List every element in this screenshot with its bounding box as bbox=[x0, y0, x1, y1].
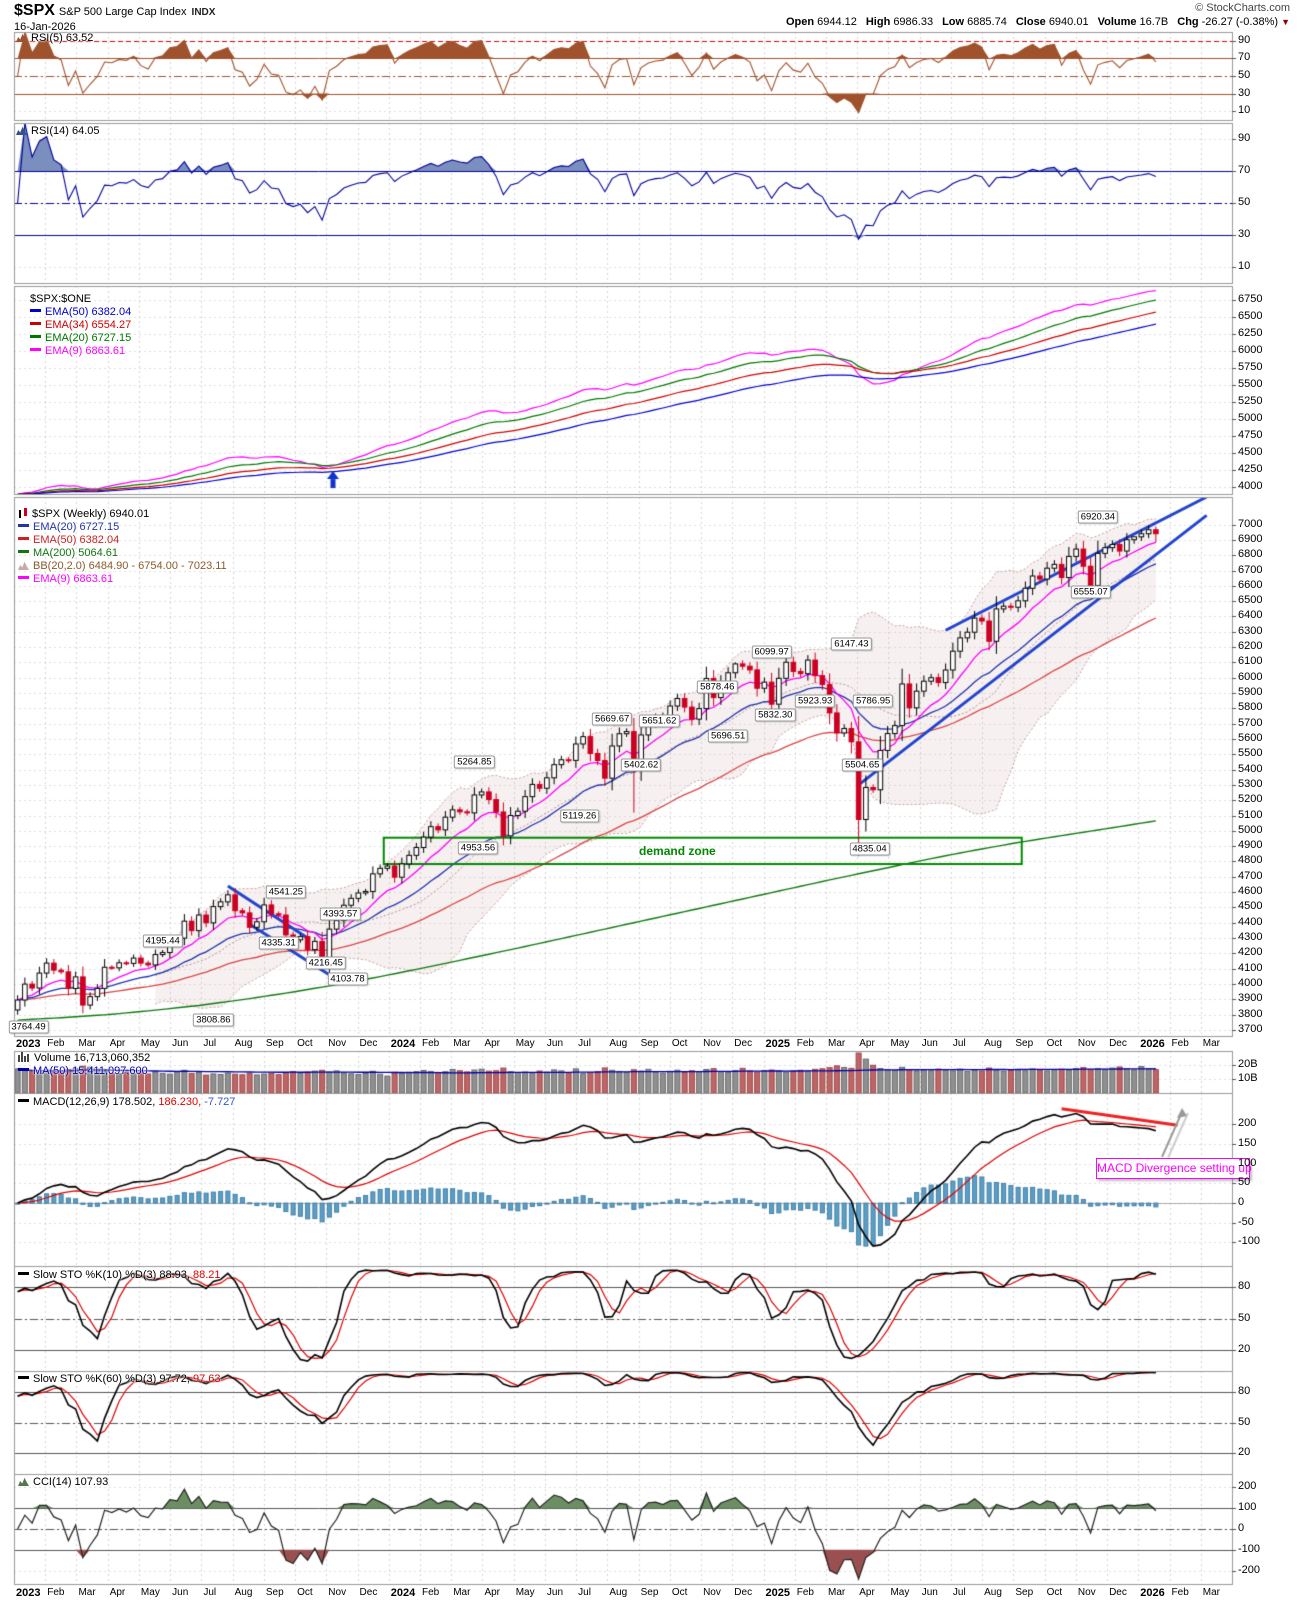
quote-label: Volume bbox=[1097, 16, 1137, 28]
quote-value: 16.7B bbox=[1139, 16, 1169, 28]
quote-label: Low bbox=[942, 16, 965, 28]
quote-value: 6885.74 bbox=[967, 16, 1007, 28]
quote-label: Chg bbox=[1177, 16, 1199, 28]
stockcharts-credit: © StockCharts.com bbox=[1195, 2, 1290, 14]
quote-label: Close bbox=[1015, 16, 1046, 28]
quote-label: Open bbox=[785, 16, 815, 28]
chart-header-right: © StockCharts.com Open 6944.12 High 6986.33… bbox=[777, 2, 1290, 28]
quote-value: 6940.01 bbox=[1048, 16, 1089, 28]
exchange: INDX bbox=[191, 7, 216, 18]
quote-value: 6944.12 bbox=[817, 16, 857, 28]
chg-down-arrow-icon[interactable]: ▼ bbox=[1281, 17, 1290, 27]
quote-row: Open 6944.12 High 6986.33 Low 6885.74 Close 694… bbox=[777, 16, 1290, 28]
quote-value: -26.27 (-0.38%) bbox=[1201, 16, 1279, 28]
quote-label: High bbox=[865, 16, 891, 28]
index-name: S&P 500 Large Cap Index bbox=[58, 6, 187, 18]
quote-value: 6986.33 bbox=[893, 16, 934, 28]
symbol: $SPX bbox=[14, 2, 55, 19]
chart-header: $SPX S&P 500 Large Cap Index INDX 16-Jan-2… bbox=[14, 2, 215, 33]
chart-date: 16-Jan-2026 bbox=[14, 21, 76, 33]
